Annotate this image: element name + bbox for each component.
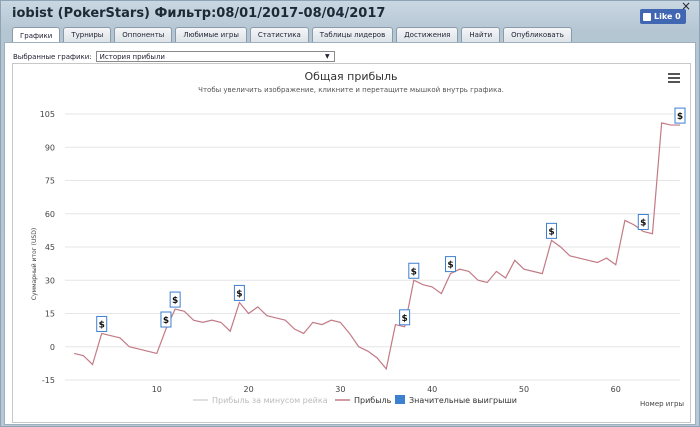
significant-win-flag — [408, 262, 420, 279]
profit-chart[interactable]: Общая прибыль Чтобы увеличить изображени… — [13, 64, 690, 422]
significant-win-marker: $ — [545, 222, 557, 239]
x-tick-label: 40 — [427, 385, 437, 394]
legend-rake-label[interactable]: Прибыль за минусом рейка — [212, 396, 328, 405]
chart-title: Общая прибыль — [305, 70, 398, 83]
chart-selector-row: Выбранные графики: История прибыли ▼ — [13, 51, 335, 62]
significant-win-flag — [96, 315, 108, 332]
y-tick-label: 30 — [45, 276, 55, 285]
dropdown-arrow-icon: ▼ — [325, 53, 330, 60]
legend-significant-label[interactable]: Значительные выигрыши — [409, 396, 517, 405]
significant-win-label: $ — [172, 296, 178, 306]
tab-publish[interactable]: Опубликовать — [503, 27, 572, 42]
significant-win-flag — [637, 213, 649, 230]
significant-win-marker: $ — [96, 315, 108, 332]
menu-icon[interactable] — [668, 73, 680, 83]
chart-legend: Прибыль за минусом рейка Прибыль Значите… — [193, 395, 517, 405]
chart-selector-dropdown[interactable]: История прибыли ▼ — [95, 51, 335, 62]
y-tick-label: 60 — [45, 210, 55, 219]
significant-win-label: $ — [401, 314, 407, 324]
y-tick-label: 75 — [45, 177, 55, 186]
grid-lines — [65, 113, 680, 381]
significant-win-label: $ — [411, 267, 417, 277]
tab-tournaments[interactable]: Турниры — [63, 27, 112, 42]
close-icon[interactable]: × — [680, 0, 691, 13]
significant-win-label: $ — [677, 112, 683, 122]
significant-win-flag — [445, 256, 457, 273]
significant-win-label: $ — [99, 320, 105, 330]
significant-win-marker: $ — [233, 284, 245, 301]
like-label: Like 0 — [654, 12, 681, 21]
series-layer — [74, 122, 680, 371]
tab-achievements[interactable]: Достижения — [396, 27, 459, 42]
significant-win-label: $ — [236, 289, 242, 299]
y-tick-label: -15 — [42, 376, 55, 385]
tab-leaderboards[interactable]: Таблицы лидеров — [311, 27, 394, 42]
chart-subtitle: Чтобы увеличить изображение, кликните и … — [198, 86, 504, 94]
profit-series-line — [74, 122, 680, 371]
tab-graphs[interactable]: Графики — [12, 27, 61, 43]
significant-win-marker: $ — [399, 309, 411, 326]
legend-significant-swatch — [395, 395, 405, 404]
x-tick-label: 20 — [243, 385, 253, 394]
x-tick-label: 30 — [335, 385, 345, 394]
tab-panel: Выбранные графики: История прибыли ▼ Общ… — [4, 42, 696, 425]
tab-favorite-games[interactable]: Любимые игры — [175, 27, 247, 42]
y-tick-label: 15 — [45, 310, 55, 319]
significant-win-flag — [169, 291, 181, 308]
tab-opponents[interactable]: Оппоненты — [114, 27, 173, 42]
significant-win-flag — [233, 284, 245, 301]
significant-win-flag — [545, 222, 557, 239]
y-tick-label: 105 — [40, 110, 55, 119]
significant-win-label: $ — [548, 227, 554, 237]
significant-win-flag — [160, 311, 172, 328]
significant-win-marker: $ — [445, 256, 457, 273]
chart-container[interactable]: Общая прибыль Чтобы увеличить изображени… — [12, 63, 691, 423]
tab-statistics[interactable]: Статистика — [249, 27, 309, 42]
y-axis-label: Суммарный итог (USD) — [31, 228, 38, 300]
significant-win-marker: $ — [408, 262, 420, 279]
significant-win-label: $ — [163, 316, 169, 326]
y-tick-label: 90 — [45, 143, 55, 152]
y-tick-labels: -15 0 15 30 45 60 75 90 105 — [40, 110, 55, 385]
y-tick-label: 0 — [50, 343, 55, 352]
legend-profit-label[interactable]: Прибыль — [354, 396, 392, 405]
x-tick-label: 10 — [152, 385, 162, 394]
significant-win-flag — [674, 107, 686, 124]
significant-win-label: $ — [447, 261, 453, 271]
tab-bar: Графики Турниры Оппоненты Любимые игры С… — [12, 27, 572, 43]
thumbs-up-icon — [643, 12, 651, 21]
chart-selector-label: Выбранные графики: — [13, 52, 92, 61]
significant-win-marker: $ — [637, 213, 649, 230]
significant-win-marker: $ — [169, 291, 181, 308]
x-axis-label: Номер игры — [640, 400, 684, 408]
significant-win-flag — [399, 309, 411, 326]
x-tick-labels: 10 20 30 40 50 60 — [152, 385, 621, 394]
y-tick-label: 45 — [45, 243, 55, 252]
significant-win-marker: $ — [160, 311, 172, 328]
tab-search[interactable]: Найти — [461, 27, 501, 42]
facebook-like-button[interactable]: Like 0 — [640, 9, 686, 24]
significant-win-marker: $ — [674, 107, 686, 124]
significant-win-markers: $ $$$$$$$$$ — [96, 107, 686, 332]
x-tick-label: 50 — [519, 385, 529, 394]
x-tick-label: 60 — [611, 385, 621, 394]
chart-selector-value: История прибыли — [99, 52, 165, 61]
significant-win-label: $ — [640, 218, 646, 228]
window-title: iobist (PokerStars) Фильтр:08/01/2017-08… — [12, 6, 386, 21]
